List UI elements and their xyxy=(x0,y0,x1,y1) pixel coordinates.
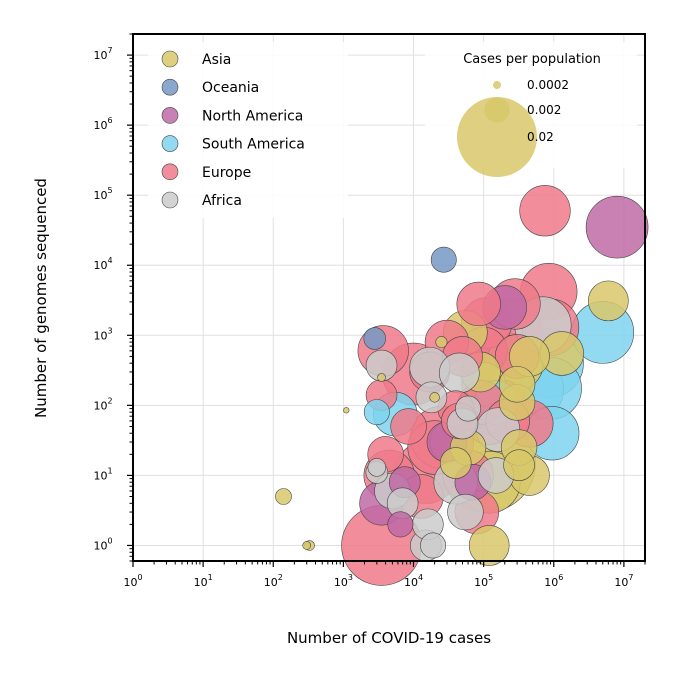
x-tick-label: 107 xyxy=(614,573,633,589)
x-tick-label: 102 xyxy=(264,573,283,589)
data-point-asia xyxy=(468,525,510,566)
y-tick-label: 102 xyxy=(93,396,112,412)
data-point-asia xyxy=(439,447,472,479)
data-point-europe xyxy=(456,281,501,327)
data-point-asia xyxy=(377,373,386,382)
size-legend-marker xyxy=(493,81,501,89)
x-tick-label: 105 xyxy=(474,573,493,589)
x-tick-label: 106 xyxy=(544,573,563,589)
data-point-europe xyxy=(390,408,427,445)
legend-label: North America xyxy=(202,108,303,124)
legend-label: Asia xyxy=(202,52,231,68)
size-legend-title: Cases per population xyxy=(463,52,601,67)
data-points xyxy=(275,185,649,586)
x-tick-label: 100 xyxy=(123,573,142,589)
legend-marker xyxy=(161,107,179,124)
x-tick-label: 104 xyxy=(404,573,423,589)
legend-marker xyxy=(161,135,179,152)
legend-marker xyxy=(161,191,179,209)
data-point-asia xyxy=(343,407,350,414)
size-legend-label: 0.0002 xyxy=(527,78,569,92)
data-point-oceania xyxy=(430,246,457,273)
x-axis-title: Number of COVID-19 cases xyxy=(287,629,491,647)
data-point-africa xyxy=(447,493,484,531)
size-legend: Cases per population 0.0002 0.002 0.02 xyxy=(425,42,637,177)
series-legend: Asia Oceania North America South America Eur… xyxy=(148,42,348,218)
legend-label: South America xyxy=(202,137,305,153)
y-axis-title: Number of genomes sequenced xyxy=(32,178,50,418)
data-point-north-america xyxy=(585,195,649,259)
legend-label: Africa xyxy=(202,193,242,209)
plot-frame xyxy=(132,33,646,562)
legend-marker xyxy=(161,78,179,96)
x-tick-label: 103 xyxy=(334,573,353,589)
y-tick-label: 107 xyxy=(93,46,112,62)
data-point-asia xyxy=(275,488,292,505)
y-tick-label: 103 xyxy=(93,326,112,342)
legend-label: Europe xyxy=(202,165,251,181)
y-tick-label: 104 xyxy=(93,256,112,272)
data-point-asia xyxy=(588,280,629,322)
data-point-africa xyxy=(455,395,482,422)
data-point-asia xyxy=(429,392,440,403)
size-legend-label: 0.02 xyxy=(527,130,554,144)
legend-label: Oceania xyxy=(202,80,259,96)
data-point-south-america xyxy=(363,399,390,426)
y-tick-label: 105 xyxy=(93,186,112,202)
x-tick-label: 101 xyxy=(194,573,213,589)
data-point-asia xyxy=(503,449,535,481)
data-point-oceania xyxy=(363,327,386,350)
data-point-asia xyxy=(302,541,312,550)
legend-marker xyxy=(161,50,179,68)
axis-ticks xyxy=(127,33,646,567)
data-point-africa xyxy=(439,352,480,394)
data-point-africa xyxy=(420,532,447,559)
y-tick-label: 106 xyxy=(93,116,112,132)
y-tick-label: 100 xyxy=(93,536,112,552)
data-point-asia xyxy=(435,336,448,349)
legend-background xyxy=(148,42,348,218)
data-point-europe xyxy=(519,185,571,237)
data-point-north-america xyxy=(387,511,414,538)
size-legend-marker xyxy=(457,97,537,177)
size-legend-label: 0.002 xyxy=(527,103,561,117)
legend-marker xyxy=(161,163,179,181)
y-tick-label: 101 xyxy=(93,466,112,482)
data-point-asia xyxy=(498,366,536,403)
data-point-africa xyxy=(367,458,387,477)
